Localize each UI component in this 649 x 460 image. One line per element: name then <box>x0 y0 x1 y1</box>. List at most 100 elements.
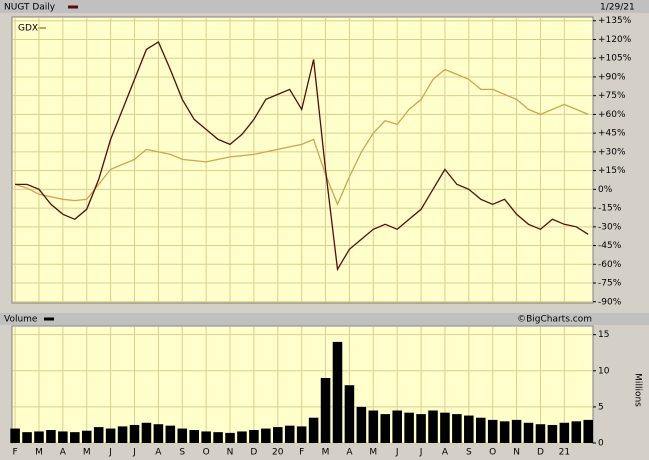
x-tick-label: F <box>299 448 304 458</box>
volume-bar <box>249 430 259 443</box>
y-tick-label: +45% <box>598 129 626 139</box>
y-tick-label: 10 <box>598 366 610 376</box>
volume-bar <box>213 432 223 443</box>
y-tick-label: 5 <box>598 402 604 412</box>
x-tick-label: O <box>203 448 210 458</box>
y-tick-label: 0% <box>598 185 613 195</box>
volume-bar <box>273 427 283 443</box>
source-label: ©BigCharts.com <box>517 315 592 325</box>
volume-bar <box>547 424 558 443</box>
plot-area <box>11 16 594 304</box>
volume-bar <box>284 425 295 443</box>
y-tick-label: +75% <box>598 91 626 101</box>
y-tick-label: -45% <box>598 241 622 251</box>
x-tick-label: A <box>346 448 353 458</box>
volume-bar <box>332 341 343 443</box>
y-tick-label: +135% <box>598 16 632 26</box>
volume-bar <box>344 385 355 443</box>
header-bar <box>0 0 649 13</box>
volume-bar <box>189 430 199 443</box>
volume-bar <box>177 428 188 443</box>
volume-bar <box>428 410 438 443</box>
volume-bar <box>225 432 235 443</box>
x-tick-label: M <box>83 448 91 458</box>
x-tick-label: S <box>179 448 185 458</box>
volume-bar <box>404 412 414 443</box>
x-tick-label: A <box>442 448 449 458</box>
x-tick-label: M <box>322 448 330 458</box>
y-tick-label: -15% <box>598 204 622 214</box>
legend-label: GDX <box>18 24 38 34</box>
volume-bar <box>237 431 247 443</box>
y-tick-label: -60% <box>598 260 622 270</box>
x-tick-label: D <box>250 448 257 458</box>
date-label: 1/29/21 <box>600 3 635 13</box>
y-tick-label: +105% <box>598 54 632 64</box>
volume-bar <box>58 431 68 443</box>
volume-bar <box>571 421 582 443</box>
y-tick-label: 0 <box>598 439 604 449</box>
x-tick-label: 20 <box>272 448 284 458</box>
x-tick-label: A <box>155 448 162 458</box>
x-tick-label: J <box>395 448 399 458</box>
y-tick-label: -75% <box>598 279 622 289</box>
volume-bar <box>392 410 402 443</box>
y-tick-label: 15 <box>598 330 609 340</box>
x-tick-label: J <box>419 448 423 458</box>
x-tick-label: D <box>537 448 544 458</box>
volume-bar <box>201 431 211 443</box>
header-bar <box>0 313 649 325</box>
series-line <box>15 41 589 272</box>
volume-bar <box>368 410 379 443</box>
x-tick-label: M <box>35 448 43 458</box>
volume-bar <box>308 417 319 443</box>
x-tick-label: N <box>513 448 520 458</box>
series-line <box>14 68 589 206</box>
volume-bar <box>10 428 20 443</box>
volume-bar <box>511 419 522 443</box>
y-tick-label: +60% <box>598 110 626 120</box>
volume-bar <box>487 419 498 443</box>
y-tick-label: -90% <box>598 297 622 307</box>
volume-bar <box>46 430 56 443</box>
panel-title: Volume <box>4 315 38 325</box>
x-tick-label: M <box>369 448 377 458</box>
x-tick-label: A <box>60 448 67 458</box>
volume-bar <box>81 430 92 443</box>
volume-bar <box>129 424 140 443</box>
x-tick-label: 21 <box>559 448 570 458</box>
volume-bar <box>296 426 307 443</box>
volume-bar <box>93 427 104 443</box>
volume-bar <box>153 424 164 443</box>
volume-bar <box>165 425 176 443</box>
y-tick-label: +30% <box>598 147 626 157</box>
volume-bar <box>34 431 44 443</box>
volume-bar <box>535 424 546 443</box>
volume-bar <box>440 412 450 443</box>
volume-bar <box>523 422 534 443</box>
volume-bar <box>499 421 510 443</box>
volume-bar <box>141 422 152 443</box>
volume-bar <box>70 432 80 443</box>
volume-bar <box>452 414 462 443</box>
volume-bar <box>416 414 426 443</box>
volume-bar <box>261 428 271 443</box>
volume-bar <box>105 428 116 443</box>
x-tick-label: F <box>13 448 18 458</box>
x-tick-label: O <box>489 448 496 458</box>
volume-bar <box>356 406 367 443</box>
y-axis-label: Millions <box>633 373 643 407</box>
x-tick-label: S <box>466 448 472 458</box>
x-tick-label: J <box>132 448 136 458</box>
x-tick-label: N <box>227 448 234 458</box>
volume-bar <box>475 417 486 443</box>
volume-bar <box>320 378 331 443</box>
legend-label: NUGT Daily <box>4 3 56 13</box>
volume-bar <box>583 419 593 443</box>
volume-bar <box>559 422 570 443</box>
volume-bar <box>380 414 391 443</box>
volume-bar <box>117 426 128 443</box>
x-tick-label: J <box>108 448 112 458</box>
y-tick-label: +120% <box>598 35 632 45</box>
